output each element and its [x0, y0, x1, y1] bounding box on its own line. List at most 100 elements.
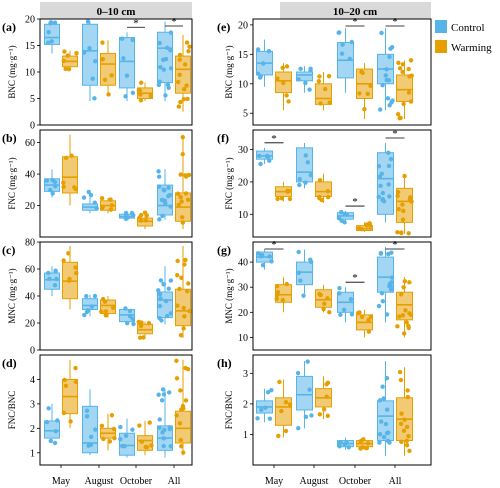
significance-star-a-0: * [133, 17, 139, 29]
data-point [388, 156, 394, 162]
legend: Control Warming [435, 20, 492, 54]
data-point [255, 416, 260, 421]
data-point [54, 276, 59, 282]
data-point [183, 191, 189, 196]
data-point [265, 153, 270, 159]
data-point [138, 323, 144, 329]
data-point [256, 251, 261, 256]
data-point [161, 443, 166, 449]
data-point [163, 200, 168, 206]
data-point [175, 191, 181, 196]
data-point [182, 314, 187, 319]
data-point [259, 252, 265, 258]
y-axis-label-a: BNC (mg·g⁻¹) [7, 45, 17, 98]
data-point [376, 303, 382, 309]
significance-star-g-0: * [271, 239, 277, 251]
data-point [130, 37, 135, 43]
data-point [325, 194, 331, 200]
y-tick-label-b-0: 20 [25, 201, 35, 212]
data-point [147, 420, 152, 425]
data-point [160, 213, 165, 219]
x-tick-label-left-august: August [85, 476, 114, 487]
data-point [406, 433, 411, 439]
data-point [383, 421, 389, 427]
data-point [274, 283, 280, 289]
data-point [384, 312, 390, 317]
panel-label-h: (h) [217, 356, 232, 370]
data-point [283, 428, 289, 434]
data-point [176, 104, 182, 109]
y-tick-label-a-0: 0 [30, 121, 35, 132]
data-point [139, 218, 144, 223]
significance-star-e-1: * [392, 16, 398, 28]
y-axis-label-g: MNC (mg·g⁻¹) [224, 268, 234, 323]
data-point [366, 329, 372, 334]
box-e-warming-may [275, 63, 292, 111]
data-point [130, 212, 136, 218]
data-point [308, 259, 314, 265]
data-point [181, 450, 186, 455]
data-point [174, 358, 179, 363]
data-point [395, 324, 400, 329]
data-point [317, 412, 323, 417]
legend-label-warming: Warming [451, 42, 492, 54]
data-point [404, 438, 409, 444]
data-point [183, 257, 188, 263]
data-point [183, 173, 188, 178]
data-point [308, 68, 313, 73]
data-point [401, 331, 407, 336]
data-point [321, 306, 326, 312]
data-point [84, 293, 89, 299]
y-tick-label-g-2: 30 [238, 283, 248, 294]
data-point [157, 217, 162, 222]
data-point [102, 77, 108, 83]
data-point [178, 388, 183, 393]
data-point [316, 78, 322, 84]
box-a-warming-august [99, 40, 116, 97]
data-point [168, 204, 173, 209]
data-point [185, 96, 190, 102]
data-point [323, 86, 328, 92]
box-c-control-may [44, 266, 60, 296]
data-point [163, 93, 168, 98]
box-g-control-all [376, 247, 395, 323]
data-point [48, 438, 53, 444]
data-point [168, 311, 174, 316]
data-point [269, 259, 274, 264]
data-point [384, 77, 389, 83]
data-point [344, 440, 349, 445]
data-point [73, 265, 78, 270]
box-b-warming-all [175, 134, 192, 230]
data-point [339, 209, 344, 215]
data-point [279, 408, 284, 414]
box-g-warming-august [315, 284, 332, 315]
data-point [255, 71, 261, 76]
data-point [301, 293, 306, 298]
x-tick-label-right-may: May [265, 476, 283, 487]
data-point [88, 442, 94, 448]
box-body [275, 284, 292, 303]
data-point [275, 196, 280, 202]
data-point [399, 292, 404, 297]
data-point [346, 445, 351, 450]
data-point [100, 40, 105, 45]
data-point [121, 56, 126, 61]
data-point [397, 66, 403, 71]
data-point [281, 80, 286, 86]
x-tick-label-right-october: October [339, 476, 372, 487]
data-point [309, 413, 314, 418]
data-point [69, 153, 74, 158]
box-h-warming-october [356, 437, 373, 451]
header-left-bg [40, 2, 192, 19]
data-point [139, 320, 144, 325]
y-tick-label-e-0: 5 [243, 109, 248, 120]
y-tick-label-c-2: 40 [25, 292, 35, 303]
box-body [44, 272, 60, 290]
data-point [138, 98, 144, 103]
data-point [400, 202, 405, 207]
data-point [168, 66, 174, 71]
panel-label-f: (f) [217, 131, 229, 145]
data-point [52, 283, 58, 288]
data-point [378, 419, 384, 424]
